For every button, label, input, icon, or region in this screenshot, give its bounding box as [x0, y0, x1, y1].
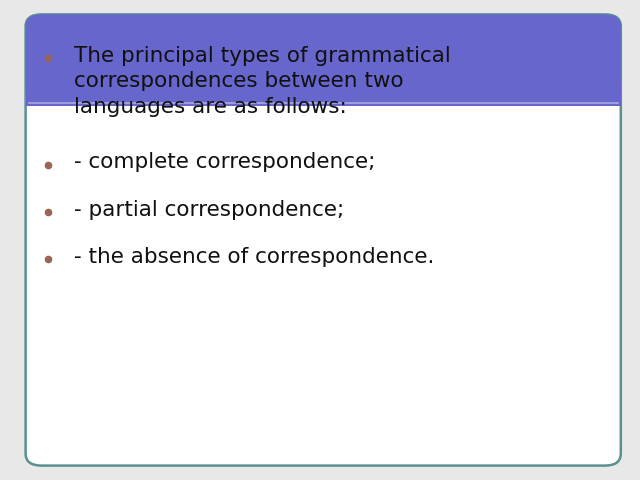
FancyBboxPatch shape: [26, 14, 621, 106]
Text: The principal types of grammatical
correspondences between two
languages are as : The principal types of grammatical corre…: [74, 46, 451, 117]
FancyBboxPatch shape: [26, 14, 621, 466]
Bar: [26, 82, 621, 106]
Text: - partial correspondence;: - partial correspondence;: [74, 200, 344, 220]
Text: - complete correspondence;: - complete correspondence;: [74, 153, 375, 172]
Text: - the absence of correspondence.: - the absence of correspondence.: [74, 247, 434, 267]
